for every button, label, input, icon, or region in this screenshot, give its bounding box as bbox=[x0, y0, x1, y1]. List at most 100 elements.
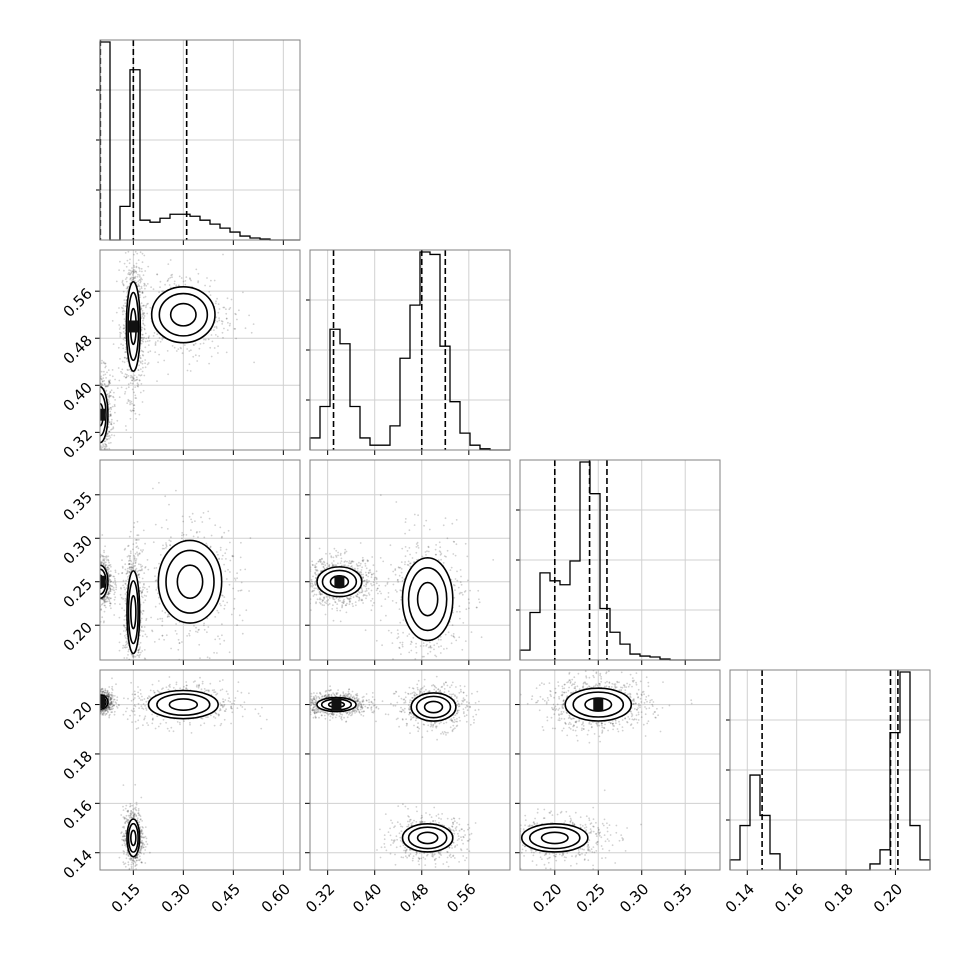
scatter-point bbox=[233, 607, 236, 610]
scatter-point bbox=[132, 566, 135, 569]
scatter-point bbox=[162, 544, 164, 547]
scatter-point bbox=[183, 344, 186, 346]
scatter-point bbox=[219, 602, 221, 605]
scatter-point bbox=[147, 568, 150, 571]
scatter-point bbox=[221, 558, 223, 560]
scatter-point bbox=[137, 649, 140, 651]
scatter-point bbox=[119, 633, 122, 635]
scatter-point bbox=[95, 595, 97, 597]
scatter-point bbox=[101, 602, 104, 605]
scatter-point bbox=[105, 600, 108, 603]
scatter-point bbox=[91, 443, 93, 445]
scatter-point bbox=[141, 339, 144, 342]
scatter-point bbox=[310, 579, 313, 581]
scatter-point bbox=[93, 607, 95, 609]
scatter-point bbox=[129, 403, 132, 406]
scatter-point bbox=[108, 380, 111, 383]
scatter-point bbox=[103, 453, 105, 455]
scatter-point bbox=[223, 531, 226, 534]
scatter-point bbox=[93, 565, 95, 567]
scatter-point bbox=[166, 528, 169, 530]
scatter-point bbox=[95, 422, 97, 424]
scatter-point bbox=[130, 279, 133, 282]
scatter-point bbox=[110, 580, 112, 583]
scatter-point bbox=[94, 569, 96, 571]
scatter-point bbox=[98, 426, 100, 428]
scatter-point bbox=[104, 555, 107, 558]
scatter-point bbox=[374, 576, 377, 579]
scatter-point bbox=[124, 425, 127, 427]
scatter-point bbox=[131, 667, 133, 669]
scatter-point bbox=[106, 596, 109, 598]
scatter-point bbox=[137, 649, 140, 652]
scatter-point bbox=[125, 643, 128, 646]
scatter-point bbox=[123, 609, 126, 612]
scatter-point bbox=[311, 590, 313, 593]
scatter-point bbox=[138, 279, 141, 282]
scatter-point bbox=[86, 413, 88, 415]
scatter-point bbox=[109, 579, 112, 582]
scatter-point bbox=[100, 603, 103, 606]
scatter-point bbox=[94, 574, 96, 576]
scatter-point bbox=[121, 565, 124, 568]
scatter-point bbox=[108, 393, 110, 395]
scatter-point bbox=[141, 550, 144, 553]
scatter-point bbox=[137, 280, 140, 283]
scatter-point bbox=[134, 569, 137, 572]
scatter-point bbox=[213, 279, 216, 282]
scatter-point bbox=[110, 597, 112, 600]
scatter-point bbox=[81, 409, 83, 411]
scatter-point bbox=[95, 593, 97, 595]
scatter-point bbox=[146, 340, 149, 342]
scatter-point bbox=[121, 310, 124, 313]
scatter-point bbox=[109, 379, 111, 382]
scatter-point bbox=[335, 597, 338, 599]
scatter-point bbox=[106, 385, 109, 388]
scatter-point bbox=[328, 565, 331, 568]
scatter-point bbox=[96, 572, 98, 574]
scatter-point bbox=[349, 597, 352, 600]
scatter-point bbox=[91, 554, 93, 556]
scatter-point bbox=[161, 634, 164, 637]
scatter-point bbox=[92, 558, 94, 560]
scatter-point bbox=[131, 566, 133, 568]
scatter-point bbox=[88, 572, 90, 574]
scatter-point bbox=[91, 411, 93, 413]
scatter-point bbox=[93, 415, 95, 417]
scatter-point bbox=[143, 254, 146, 257]
scatter-point bbox=[85, 412, 87, 414]
scatter-point bbox=[130, 666, 132, 668]
scatter-point bbox=[88, 576, 90, 578]
scatter-point bbox=[318, 560, 321, 563]
scatter-point bbox=[112, 575, 115, 578]
scatter-point bbox=[89, 422, 91, 424]
scatter-point bbox=[92, 426, 94, 428]
scatter-point bbox=[181, 537, 183, 540]
scatter-point bbox=[180, 347, 183, 350]
scatter-point bbox=[142, 317, 145, 320]
scatter-point bbox=[218, 557, 221, 560]
panel-0-0 bbox=[96, 39, 301, 245]
scatter-point bbox=[94, 397, 96, 399]
scatter-point bbox=[347, 597, 349, 600]
scatter-point bbox=[129, 566, 132, 569]
scatter-point bbox=[221, 323, 224, 325]
scatter-point bbox=[168, 615, 171, 618]
scatter-point bbox=[321, 593, 324, 596]
scatter-point bbox=[96, 420, 98, 422]
scatter-point bbox=[332, 560, 335, 562]
scatter-point bbox=[202, 512, 205, 514]
scatter-point bbox=[144, 332, 147, 335]
scatter-point bbox=[109, 410, 112, 413]
scatter-point bbox=[137, 671, 139, 673]
scatter-point bbox=[89, 427, 91, 429]
scatter-point bbox=[144, 340, 147, 343]
scatter-point bbox=[108, 431, 111, 433]
scatter-point bbox=[106, 596, 108, 598]
scatter-point bbox=[94, 576, 96, 578]
scatter-point bbox=[103, 440, 106, 443]
scatter-point bbox=[232, 587, 235, 590]
scatter-point bbox=[127, 654, 129, 656]
scatter-point bbox=[356, 570, 359, 573]
scatter-point bbox=[365, 589, 368, 592]
